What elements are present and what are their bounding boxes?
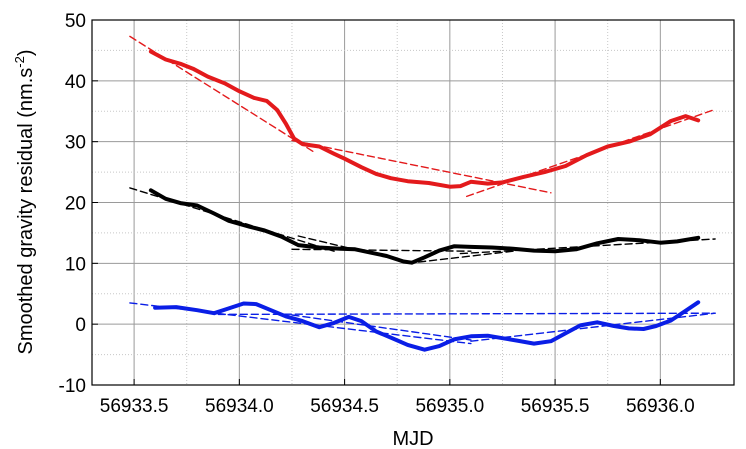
y-axis-title-text: Smoothed gravity residual (nm.s: [15, 68, 37, 355]
x-tick-label: 56935.0: [415, 396, 484, 417]
y-axis-title-close: ): [15, 49, 37, 56]
fit-line: [129, 302, 472, 345]
fit-line: [297, 235, 409, 263]
fit-line: [129, 35, 314, 153]
y-tick-label: -10: [59, 376, 86, 397]
fit-line: [217, 312, 716, 316]
fit-line: [407, 250, 514, 264]
y-tick-label: 40: [65, 72, 86, 93]
fit-line: [466, 108, 716, 198]
y-tick-label: 20: [65, 194, 86, 215]
fit-line: [291, 248, 472, 252]
fit-line: [291, 139, 552, 194]
data-series-line: [153, 300, 701, 352]
fit-line: [459, 238, 716, 255]
data-series-line: [148, 188, 701, 265]
x-tick-label: 56934.5: [310, 396, 379, 417]
y-tick-label: 10: [65, 254, 86, 275]
fit-line: [470, 312, 716, 342]
fit-line: [291, 314, 472, 341]
x-tick-label: 56935.5: [521, 396, 590, 417]
y-tick-label: 30: [65, 133, 86, 154]
x-tick-label: 56934.0: [205, 396, 274, 417]
y-axis-title: Smoothed gravity residual (nm.s-2): [12, 49, 37, 354]
ticks: 56933.5 56934.0 56934.5 56935.0 56935.5 56936…: [59, 11, 695, 417]
series-layer: [129, 35, 716, 352]
y-tick-label: 50: [65, 11, 86, 32]
x-axis-title: MJD: [392, 428, 433, 449]
data-series-line: [148, 49, 701, 189]
x-tick-label: 56936.0: [626, 396, 695, 417]
x-tick-label: 56933.5: [100, 396, 169, 417]
y-tick-label: 0: [75, 315, 86, 336]
y-axis-title-superscript: -2: [12, 56, 27, 68]
fit-line: [129, 187, 335, 252]
